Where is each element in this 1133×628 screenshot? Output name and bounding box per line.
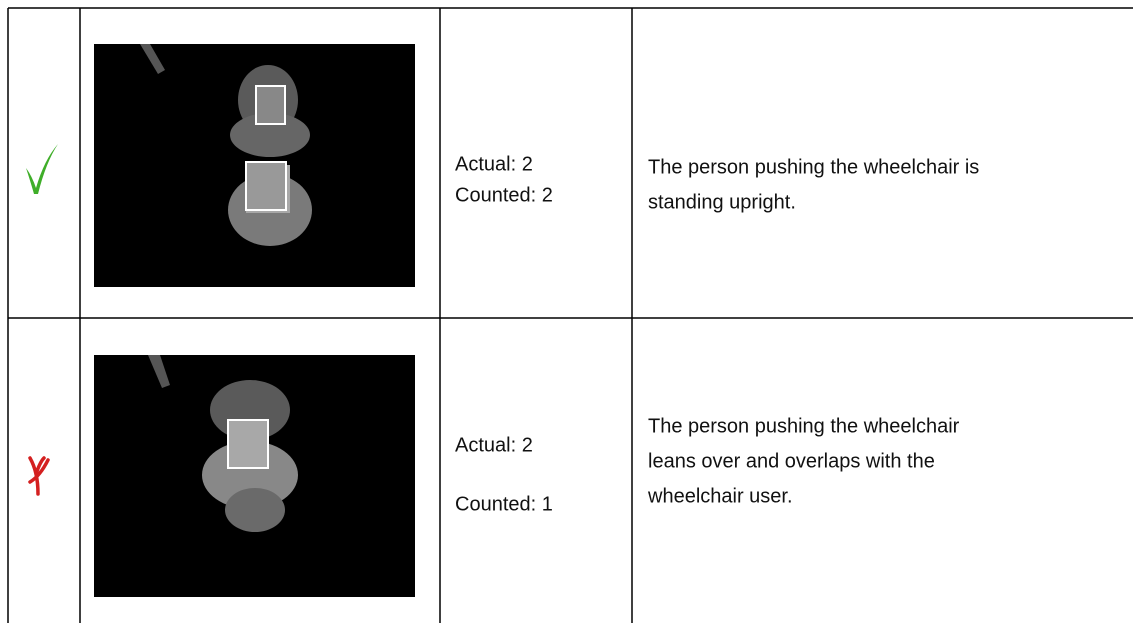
actual-count: Actual: 2 [455, 153, 533, 175]
check-icon [26, 144, 58, 194]
depth-image [94, 44, 415, 287]
description-line: The person pushing the wheelchair [648, 415, 960, 437]
depth-image [94, 355, 415, 597]
description-line: leans over and overlaps with the [648, 450, 935, 472]
cross-icon [28, 456, 50, 496]
description-line: The person pushing the wheelchair is [648, 156, 979, 178]
counted-count: Counted: 2 [455, 184, 553, 206]
counted-count: Counted: 1 [455, 493, 553, 515]
description-line: standing upright. [648, 191, 796, 213]
actual-count: Actual: 2 [455, 434, 533, 456]
table-grid [7, 7, 1133, 623]
description-line: wheelchair user. [647, 485, 793, 507]
